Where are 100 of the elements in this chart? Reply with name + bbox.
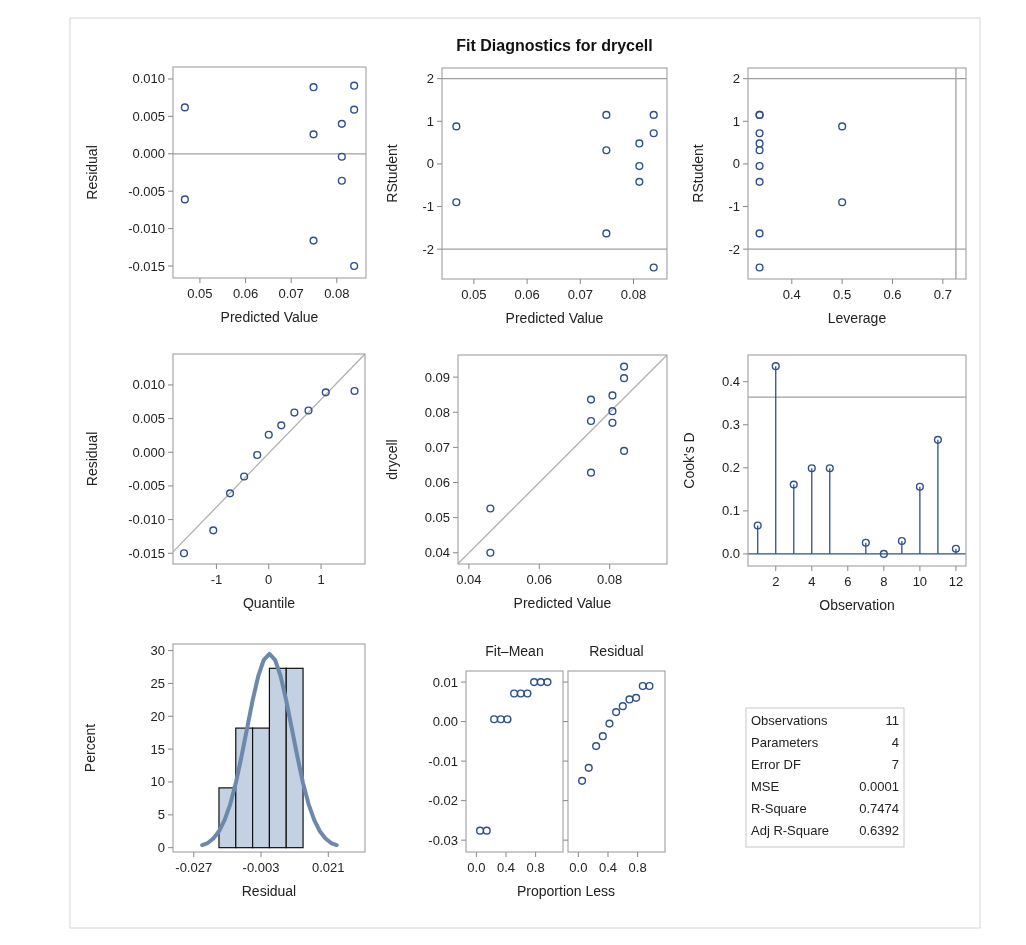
- data-label: 0.7474: [859, 801, 899, 816]
- point: [602, 229, 611, 238]
- category-label: Parameters: [751, 735, 819, 750]
- point: [309, 83, 318, 92]
- x-tick-label: 8: [880, 574, 888, 589]
- y-tick-label: 0.01: [432, 674, 458, 690]
- chart-title: Residual: [589, 643, 644, 659]
- y-tick-label: 15: [150, 741, 165, 757]
- point: [496, 715, 505, 724]
- x-axis-title: Quantile: [242, 595, 296, 611]
- point: [635, 139, 644, 148]
- y-axis-title: Percent: [82, 723, 98, 773]
- point: [240, 472, 249, 481]
- y-tick-label: 0.07: [424, 439, 450, 455]
- point: [350, 261, 359, 271]
- y-tick-label: 0.04: [424, 545, 450, 561]
- x-tick-label: 0.07: [278, 286, 304, 301]
- x-tick-label: 0.4: [598, 860, 618, 875]
- x-tick-label: 10: [912, 574, 928, 589]
- point: [475, 826, 485, 835]
- point: [838, 198, 847, 207]
- y-tick-label: 0.005: [132, 411, 165, 427]
- point: [337, 152, 346, 161]
- y-tick-label: 1: [426, 113, 434, 129]
- y-tick-label: 0.0: [721, 546, 740, 562]
- point: [879, 549, 888, 559]
- data-label: 7: [891, 757, 899, 772]
- chart-title: Fit Diagnostics for drycell: [456, 37, 653, 54]
- point: [337, 119, 346, 128]
- x-axis-title: Observation: [819, 597, 895, 613]
- x-tick-label: 0: [265, 572, 273, 587]
- point: [482, 826, 491, 835]
- point: [486, 504, 495, 513]
- category-label: Error DF: [751, 757, 801, 772]
- point: [649, 129, 658, 138]
- y-axis-title: Residual: [84, 145, 100, 200]
- point: [645, 681, 654, 691]
- point: [608, 391, 617, 400]
- x-axis-title: Proportion Less: [516, 883, 616, 899]
- point: [618, 702, 627, 711]
- point: [290, 408, 299, 417]
- category-label: R-Square: [751, 801, 807, 816]
- y-tick-label: 25: [150, 675, 165, 691]
- y-tick-label: -1: [422, 199, 434, 215]
- y-tick-label: 0.000: [132, 444, 165, 460]
- y-tick-label: 0.00: [432, 714, 458, 730]
- y-tick-label: -0.02: [428, 793, 458, 809]
- point: [584, 763, 593, 772]
- data-label: 0.0001: [859, 779, 899, 794]
- point: [516, 689, 525, 698]
- point: [608, 407, 617, 416]
- y-tick-label: 0: [426, 156, 434, 172]
- point: [309, 236, 318, 245]
- y-tick-label: 0.3: [721, 417, 740, 433]
- y-tick-label: 0.1: [721, 503, 740, 519]
- y-tick-label: 0.09: [424, 369, 450, 385]
- y-tick-label: -0.015: [128, 545, 165, 561]
- x-tick-label: 6: [844, 574, 852, 589]
- x-tick-label: 0.4: [782, 287, 801, 302]
- x-tick-label: 0.08: [324, 286, 350, 301]
- point: [536, 677, 545, 687]
- y-tick-label: 0.000: [132, 146, 165, 162]
- point: [225, 489, 235, 498]
- x-tick-label: 0.6: [883, 287, 902, 302]
- x-tick-label: 0.07: [567, 287, 593, 302]
- x-tick-label: 4: [808, 574, 816, 589]
- x-tick-label: 0.06: [232, 286, 259, 301]
- point: [755, 263, 764, 272]
- y-tick-label: 0.005: [132, 108, 165, 124]
- point: [638, 681, 647, 691]
- y-tick-label: 0.4: [721, 374, 740, 390]
- point: [605, 719, 614, 728]
- chart-title: Fit–Mean: [485, 643, 544, 659]
- category-label: Observations: [751, 713, 829, 728]
- x-axis-title: Predicted Value: [505, 310, 604, 326]
- y-tick-label: -0.015: [128, 258, 165, 274]
- point: [264, 430, 273, 439]
- point: [577, 776, 587, 785]
- point: [619, 446, 629, 455]
- x-tick-label: 0.08: [620, 287, 647, 302]
- point: [209, 526, 218, 535]
- point: [486, 548, 495, 557]
- y-tick-label: -2: [422, 241, 434, 257]
- y-axis-title: Cook's D: [681, 432, 697, 489]
- y-tick-label: 0.08: [424, 404, 450, 420]
- y-tick-label: -0.03: [428, 832, 458, 848]
- data-label: 11: [885, 713, 899, 728]
- point: [180, 103, 189, 112]
- data-label: 0.6392: [859, 823, 899, 838]
- point: [350, 81, 359, 90]
- point: [602, 110, 611, 119]
- y-tick-label: -2: [728, 241, 740, 257]
- x-tick-label: 0.05: [187, 286, 213, 301]
- point: [503, 715, 512, 724]
- point: [253, 450, 262, 460]
- x-axis-title: Predicted Value: [513, 595, 612, 611]
- x-tick-label: 0.4: [496, 860, 516, 875]
- line-series: [200, 651, 339, 848]
- point: [619, 362, 629, 371]
- point: [608, 418, 617, 427]
